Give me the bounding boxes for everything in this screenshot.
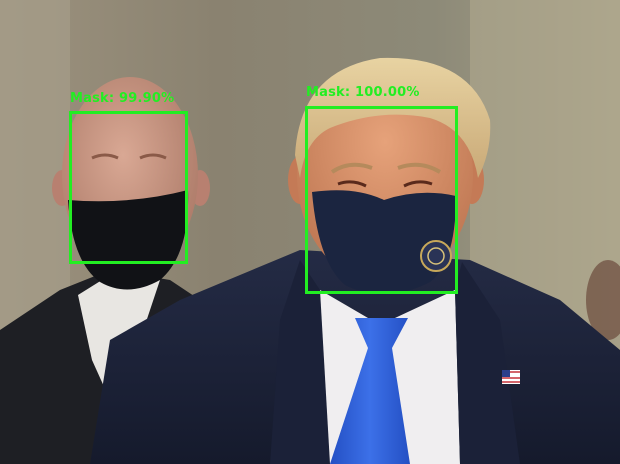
right-person-lapel-right (455, 262, 520, 464)
right-person-lapel-left (270, 260, 330, 464)
right-person-hair (295, 57, 491, 178)
right-person-tie (330, 318, 410, 464)
detection-label-left: Mask: 99.90% (70, 91, 175, 106)
presidential-seal-icon (420, 240, 452, 272)
left-person-eyebrows (91, 153, 167, 160)
flag-pin-stripes (502, 371, 520, 383)
detection-box-right (305, 106, 458, 294)
detection-label-right: Mask: 100.00% (306, 85, 420, 100)
right-person-eyebrows (330, 162, 442, 174)
right-person-eyes (337, 180, 433, 188)
right-person-mask (312, 190, 456, 295)
detection-box-left (69, 111, 188, 264)
flag-pin-canton (502, 370, 510, 377)
presidential-seal-inner (427, 247, 445, 265)
background-blur-figure (586, 260, 620, 340)
left-person-mask (68, 190, 189, 290)
